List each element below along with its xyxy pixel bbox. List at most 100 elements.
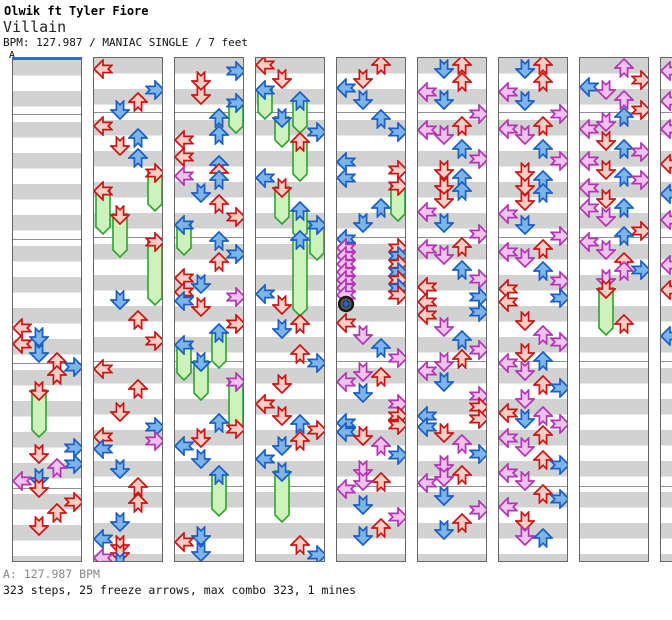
note-arrow-down: [515, 389, 536, 410]
note-arrow-left: [418, 120, 437, 141]
note-arrow-up: [289, 314, 310, 335]
note-arrow-up: [532, 58, 553, 75]
note-arrow-up: [370, 198, 391, 219]
note-arrow-up: [127, 127, 148, 148]
note-arrow-right: [468, 301, 486, 322]
measure-line: [661, 112, 672, 113]
note-arrow-up: [208, 465, 229, 486]
note-arrow-left: [94, 181, 113, 202]
note-arrow-left: [661, 255, 672, 276]
note-arrow-left: [418, 472, 437, 493]
note-arrow-left: [580, 150, 599, 171]
note-arrow-up: [208, 322, 229, 343]
note-arrow-down: [353, 68, 374, 89]
note-arrow-up: [46, 458, 67, 479]
note-arrow-left: [661, 184, 672, 205]
note-arrow-up: [370, 517, 391, 538]
note-arrow-up: [370, 109, 391, 130]
note-arrow-left: [499, 119, 518, 140]
note-arrow-left: [580, 118, 599, 139]
note-arrow-up: [289, 344, 310, 365]
chart-meta: BPM: 127.987 / MANIAC SINGLE / 7 feet: [3, 36, 249, 49]
note-arrow-right: [306, 545, 324, 561]
note-arrow-right: [306, 352, 324, 373]
note-arrow-down: [434, 58, 455, 79]
note-arrow-left: [337, 371, 356, 392]
note-arrow-right: [630, 169, 648, 190]
note-arrow-down: [434, 423, 455, 444]
note-arrow-up: [613, 198, 634, 219]
note-arrow-left: [661, 209, 672, 230]
note-arrow-down: [596, 188, 617, 209]
note-arrow-down: [272, 405, 293, 426]
note-arrow-left: [580, 177, 599, 198]
note-arrow-down: [515, 525, 536, 546]
note-arrow-left: [256, 448, 275, 469]
note-arrow-down: [272, 68, 293, 89]
note-arrow-down: [353, 325, 374, 346]
measure-line: [580, 486, 648, 487]
note-arrow-down: [596, 278, 617, 299]
note-arrow-right: [225, 207, 243, 228]
note-arrow-left: [13, 470, 32, 491]
note-arrow-right: [225, 243, 243, 264]
measure-line: [661, 361, 672, 362]
note-arrow-up: [289, 229, 310, 250]
measure-line: [94, 361, 162, 362]
measure-line: [175, 237, 243, 238]
note-arrow-up: [451, 237, 472, 258]
note-arrow-down: [29, 326, 50, 347]
note-arrow-down: [272, 436, 293, 457]
note-arrow-up: [46, 503, 67, 524]
note-arrow-left: [418, 239, 437, 260]
note-arrow-down: [434, 245, 455, 266]
note-arrow-right: [468, 269, 486, 290]
freeze-arrow-body: [274, 469, 291, 527]
note-arrow-right: [549, 488, 567, 509]
note-arrow-left: [337, 421, 356, 442]
note-arrow-up: [532, 238, 553, 259]
note-arrow-left: [175, 215, 194, 236]
note-arrow-right: [630, 142, 648, 163]
note-arrow-right: [387, 121, 405, 142]
note-arrow-right: [630, 221, 648, 242]
note-arrow-down: [353, 426, 374, 447]
chart-column-6: [417, 57, 487, 562]
chart-column-7: [498, 57, 568, 562]
note-arrow-up: [532, 116, 553, 137]
measure-line: [418, 237, 486, 238]
measure-line: [337, 237, 405, 238]
note-arrow-up: [613, 89, 634, 110]
measure-line: [499, 112, 567, 113]
note-arrow-right: [468, 104, 486, 125]
note-arrow-right: [225, 418, 243, 439]
note-arrow-down: [353, 89, 374, 110]
note-arrow-left: [499, 241, 518, 262]
note-arrow-right: [630, 70, 648, 91]
note-arrow-down: [191, 274, 212, 295]
note-arrow-left: [418, 304, 437, 325]
note-arrow-up: [532, 72, 553, 93]
note-arrow-left: [337, 479, 356, 500]
note-arrow-left: [580, 232, 599, 253]
note-arrow-down: [29, 443, 50, 464]
note-arrow-left: [418, 202, 437, 223]
note-arrow-down: [272, 319, 293, 340]
note-arrow-right: [549, 378, 567, 399]
note-arrow-down: [515, 125, 536, 146]
note-arrow-down: [515, 511, 536, 532]
note-arrow-down: [191, 296, 212, 317]
note-arrow-down: [29, 342, 50, 363]
measure-line: [580, 237, 648, 238]
chart-column-5: [336, 57, 406, 562]
note-arrow-right: [468, 224, 486, 245]
note-arrow-down: [515, 214, 536, 235]
note-arrow-right: [549, 331, 567, 352]
note-arrow-right: [468, 499, 486, 520]
note-arrow-up: [127, 310, 148, 331]
note-arrow-down: [434, 89, 455, 110]
note-arrow-left: [661, 118, 672, 139]
measure-line: [175, 486, 243, 487]
note-arrow-right: [549, 288, 567, 309]
note-arrow-left: [256, 168, 275, 189]
